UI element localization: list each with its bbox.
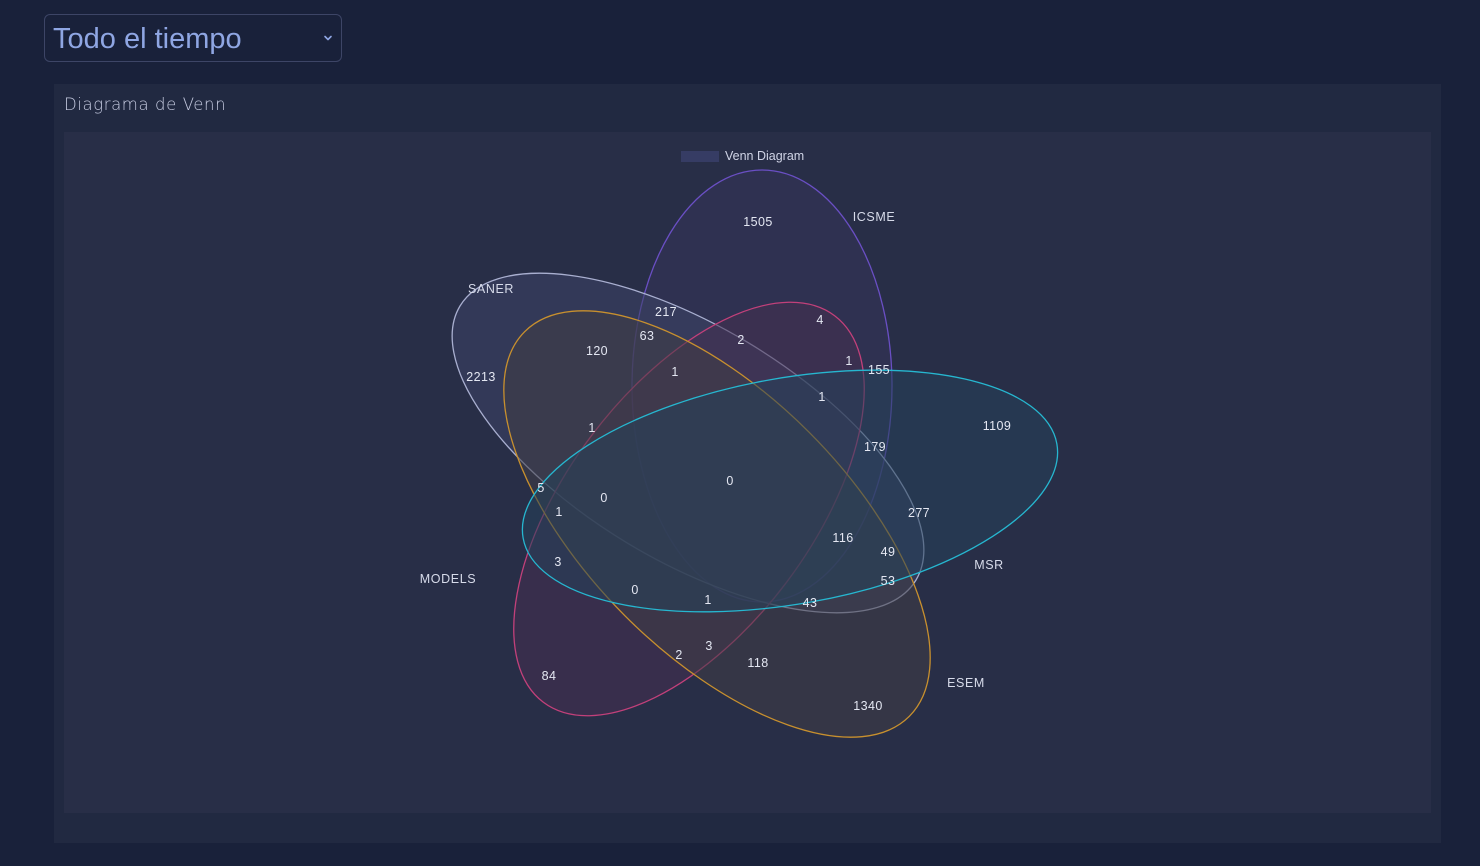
region-value: 0 [600, 491, 607, 505]
region-value: 277 [908, 506, 930, 520]
region-value: 217 [655, 305, 677, 319]
region-value: 49 [881, 545, 896, 559]
chevron-down-icon [324, 35, 332, 41]
region-value: 0 [631, 583, 638, 597]
set-label-saner: SANER [468, 282, 514, 296]
region-value: 63 [640, 329, 655, 343]
region-value: 1109 [983, 419, 1011, 433]
region-value: 1 [818, 390, 825, 404]
legend-swatch [681, 150, 719, 162]
time-range-value: Todo el tiempo [53, 22, 242, 55]
region-value: 43 [803, 596, 818, 610]
venn-card: Diagrama de Venn Venn Diagram ICSME SANER… [54, 84, 1441, 843]
region-value: 1 [588, 421, 595, 435]
region-value: 2 [737, 333, 744, 347]
region-value: 179 [864, 440, 886, 454]
region-value: 155 [868, 363, 890, 377]
region-value: 120 [586, 344, 608, 358]
region-value: 1 [671, 365, 678, 379]
legend-label: Venn Diagram [725, 149, 805, 163]
venn-diagram-svg: ICSMESANERMODELSESEMMSR15052213841340110… [420, 169, 1076, 738]
region-value: 2 [675, 648, 682, 662]
region-value: 1 [845, 354, 852, 368]
region-value: 53 [881, 574, 896, 588]
region-value: 3 [705, 639, 712, 653]
set-label-icsme: ICSME [853, 210, 896, 224]
region-value: 1 [704, 593, 711, 607]
venn-region-values: 1505221384134011092176312024115511179150… [466, 215, 1011, 713]
region-value: 84 [542, 669, 557, 683]
time-range-select[interactable]: Todo el tiempo [44, 14, 342, 62]
region-value: 1 [555, 505, 562, 519]
chart-legend[interactable]: Venn Diagram [681, 149, 804, 163]
region-value: 118 [747, 656, 768, 670]
region-value: 1505 [743, 215, 772, 229]
region-value: 0 [726, 474, 733, 488]
region-value: 3 [554, 555, 561, 569]
region-value: 116 [832, 531, 853, 545]
venn-set-msr[interactable] [503, 333, 1076, 650]
region-value: 1340 [853, 699, 882, 713]
region-value: 5 [537, 481, 544, 495]
set-label-msr: MSR [974, 558, 1004, 572]
card-title: Diagrama de Venn [64, 95, 227, 114]
set-label-models: MODELS [420, 572, 476, 586]
venn-chart: Venn Diagram ICSME SANER MODELS ESEM MSR 1505… [64, 132, 1431, 813]
venn-sets [451, 169, 1076, 738]
region-value: 4 [816, 313, 823, 327]
set-label-esem: ESEM [947, 676, 985, 690]
region-value: 2213 [466, 370, 495, 384]
venn-set-labels: ICSME SANER MODELS ESEM MSR [420, 210, 1004, 690]
